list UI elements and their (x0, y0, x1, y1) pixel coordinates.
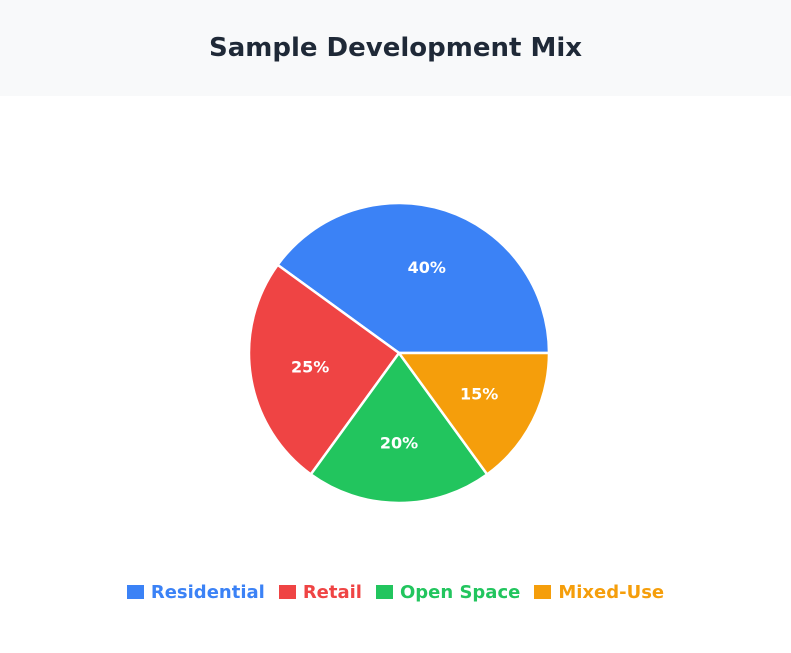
chart-title: Sample Development Mix (208, 33, 583, 63)
pie-slice-residential[interactable] (276, 201, 551, 355)
legend-swatch-retail (278, 585, 296, 599)
legend-item-retail[interactable]: Retail (278, 581, 362, 603)
legend-item-residential[interactable]: Residential (126, 581, 265, 603)
legend-swatch-residential (126, 585, 144, 599)
pie-slice-open-space[interactable] (309, 351, 489, 505)
legend-item-mixed-use[interactable]: Mixed-Use (534, 582, 664, 603)
pie-label-mixed-use: 15% (460, 384, 498, 403)
legend-label-residential: Residential (150, 581, 265, 603)
legend-swatch-mixed-use (534, 585, 552, 599)
pie-slice-mixed-use[interactable] (397, 351, 551, 476)
legend-item-open-space[interactable]: Open Space (375, 581, 521, 603)
chart-legend: Residential Retail Open Space Mixed-Use (0, 579, 791, 605)
pie-label-open-space: 20% (380, 434, 418, 453)
pie-slice-retail[interactable] (247, 263, 401, 476)
legend-label-mixed-use: Mixed-Use (558, 581, 665, 603)
pie-chart: 40% 25% 20% 15% (247, 201, 551, 505)
pie-label-residential: 40% (408, 258, 446, 277)
legend-swatch-open-space (375, 585, 393, 599)
chart-area: 40% 25% 20% 15% (0, 96, 791, 653)
legend-label-open-space: Open Space (399, 581, 521, 603)
legend-label-retail: Retail (302, 581, 362, 603)
pie-label-retail: 25% (291, 358, 329, 377)
chart-header: Sample Development Mix (0, 0, 791, 96)
